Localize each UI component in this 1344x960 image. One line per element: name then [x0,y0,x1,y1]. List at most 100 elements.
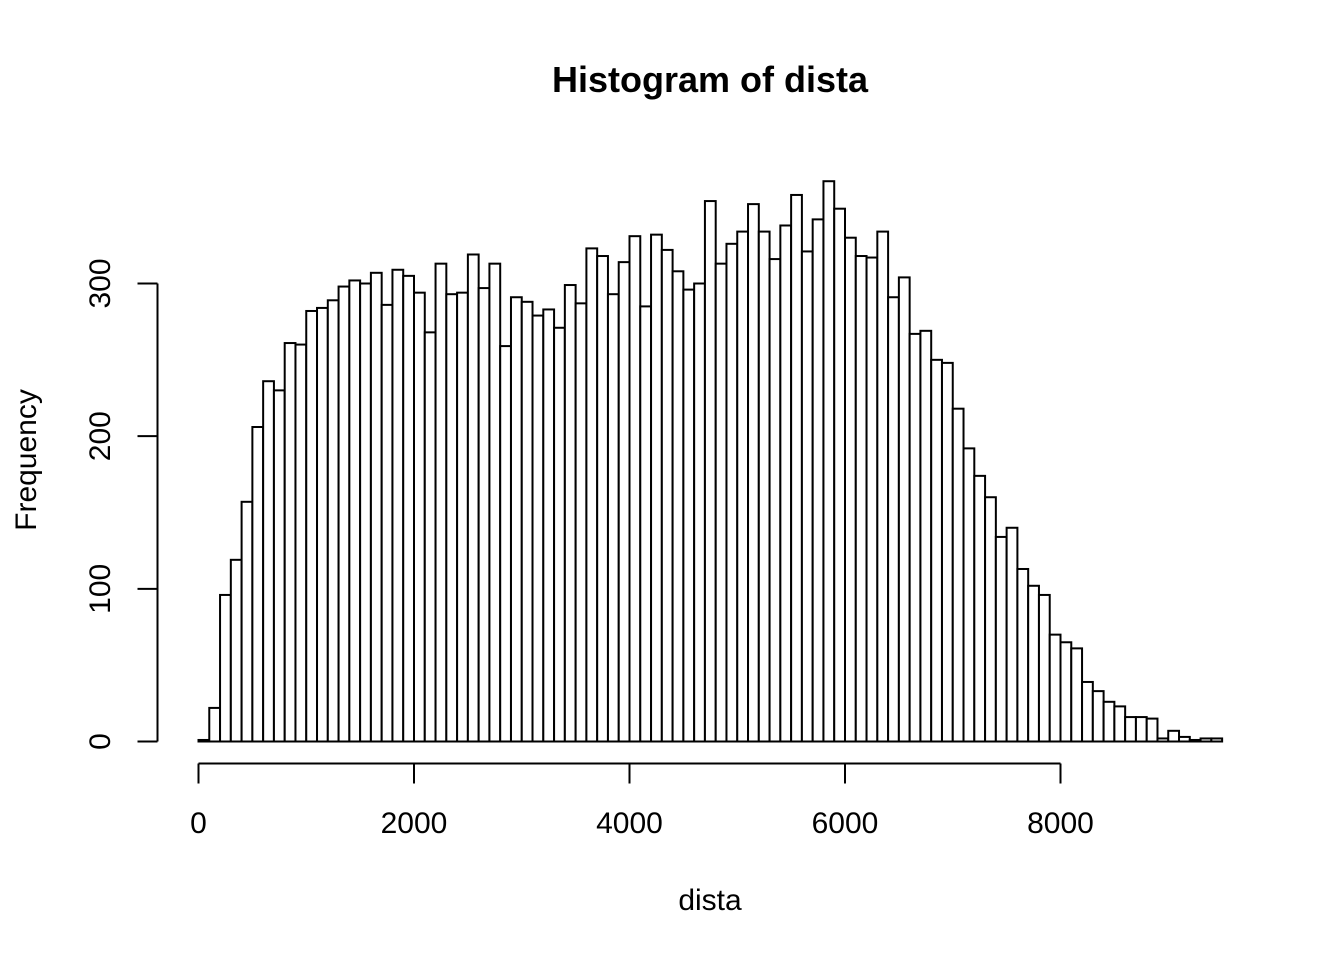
histogram-bar [423,331,437,743]
histogram-bar [391,268,405,743]
histogram-bar [639,305,653,743]
histogram-bar [1199,737,1213,743]
histogram-bar [1134,716,1148,743]
y-tick-label: 300 [84,258,117,308]
histogram-bar [337,285,351,743]
histogram-bar [326,299,340,743]
histogram-bar [229,558,243,743]
histogram-bar [283,342,297,743]
histogram-bar [413,291,426,743]
histogram-bar [294,343,308,743]
histogram-bar [1027,584,1040,743]
histogram-bar [1037,593,1051,743]
histogram-bar [563,284,577,743]
histogram-bar [660,248,674,743]
histogram-bar [768,258,782,743]
histogram-bar [865,256,879,743]
histogram-bar [940,361,954,743]
histogram-bar [499,345,512,743]
histogram-bar [316,306,329,743]
histogram-bar [272,389,286,743]
histogram-bar [962,447,976,743]
histogram-bar [844,236,857,743]
histogram-bar [682,288,696,743]
histogram-bar [466,253,480,743]
histogram-bar [402,274,416,743]
histogram-bar [617,261,631,743]
histogram-bar [445,293,459,743]
histogram-bar [553,326,566,743]
histogram-bar [1091,690,1105,743]
histogram-bar [1188,738,1202,743]
histogram-bar [908,332,922,743]
histogram-bar [240,500,254,743]
histogram-bar [790,193,803,743]
histogram-bar [1102,700,1116,743]
chart-title: Histogram of dista [552,59,869,100]
bars-group [197,180,1224,743]
histogram-bar [1016,567,1030,743]
histogram-bar [736,230,750,743]
histogram-bar [1156,737,1170,743]
histogram-bar [520,300,534,743]
histogram-bar [380,303,394,743]
x-tick-label: 8000 [1027,807,1094,840]
histogram-bar [262,380,275,743]
x-tick-label: 4000 [596,807,663,840]
y-tick-label: 0 [84,733,117,750]
histogram-bar [477,287,491,743]
histogram-bar [747,203,760,743]
histogram-bar [984,496,997,743]
y-axis-label: Frequency [10,389,43,531]
y-axis: 0 100 200 300 [84,258,159,750]
histogram-bar [197,738,211,743]
histogram-bar [1113,705,1127,743]
histogram-bar [854,255,868,743]
histogram-bar [650,233,663,743]
histogram-bar [628,235,642,743]
histogram-bar [822,180,836,743]
histogram-bar [348,279,362,743]
histogram-bar [305,309,319,743]
histogram-bar [703,200,717,743]
histogram-bar [251,426,265,743]
histogram-bar [693,282,706,743]
histogram-bar [488,262,502,743]
histogram-bar [1210,737,1224,743]
histogram-bar [509,296,523,743]
histogram-bar [800,250,814,743]
histogram-bar [434,262,448,743]
histogram-bar [456,291,469,743]
histogram-bar [671,270,685,743]
histogram-bar [1048,633,1062,743]
histogram-bar [359,282,372,743]
histogram-bar [1059,641,1073,743]
histogram-bar [919,329,933,743]
histogram-bar [811,218,825,743]
x-axis: 0 2000 4000 6000 8000 [190,762,1094,840]
histogram-bar [531,314,545,743]
histogram-bar [1070,647,1084,743]
histogram-bar [369,271,383,743]
histogram-bar [876,230,890,743]
histogram-bar [219,593,232,743]
x-tick-label: 0 [190,807,207,840]
x-axis-label: dista [678,884,742,917]
histogram-bar [1167,729,1181,743]
histogram-bar [973,474,987,743]
histogram-bar [1124,716,1137,743]
histogram-bar [1081,680,1094,743]
histogram-bar [208,706,222,743]
histogram-bar [1178,735,1191,743]
histogram-bar [1145,717,1159,743]
histogram-bar [574,302,588,743]
histogram-bar [714,262,728,743]
histogram-bar [596,255,609,743]
histogram-bar [1005,526,1019,743]
histogram-bar [757,230,771,743]
histogram-bar [585,247,599,743]
histogram-bar [951,407,965,743]
histogram-bar [606,293,620,743]
histogram-bar [994,535,1008,743]
